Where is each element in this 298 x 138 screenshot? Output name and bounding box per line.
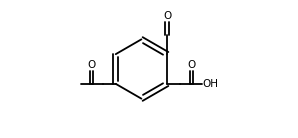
Text: O: O — [163, 11, 171, 21]
Text: OH: OH — [202, 79, 218, 89]
Text: O: O — [87, 60, 96, 70]
Text: O: O — [187, 60, 195, 70]
